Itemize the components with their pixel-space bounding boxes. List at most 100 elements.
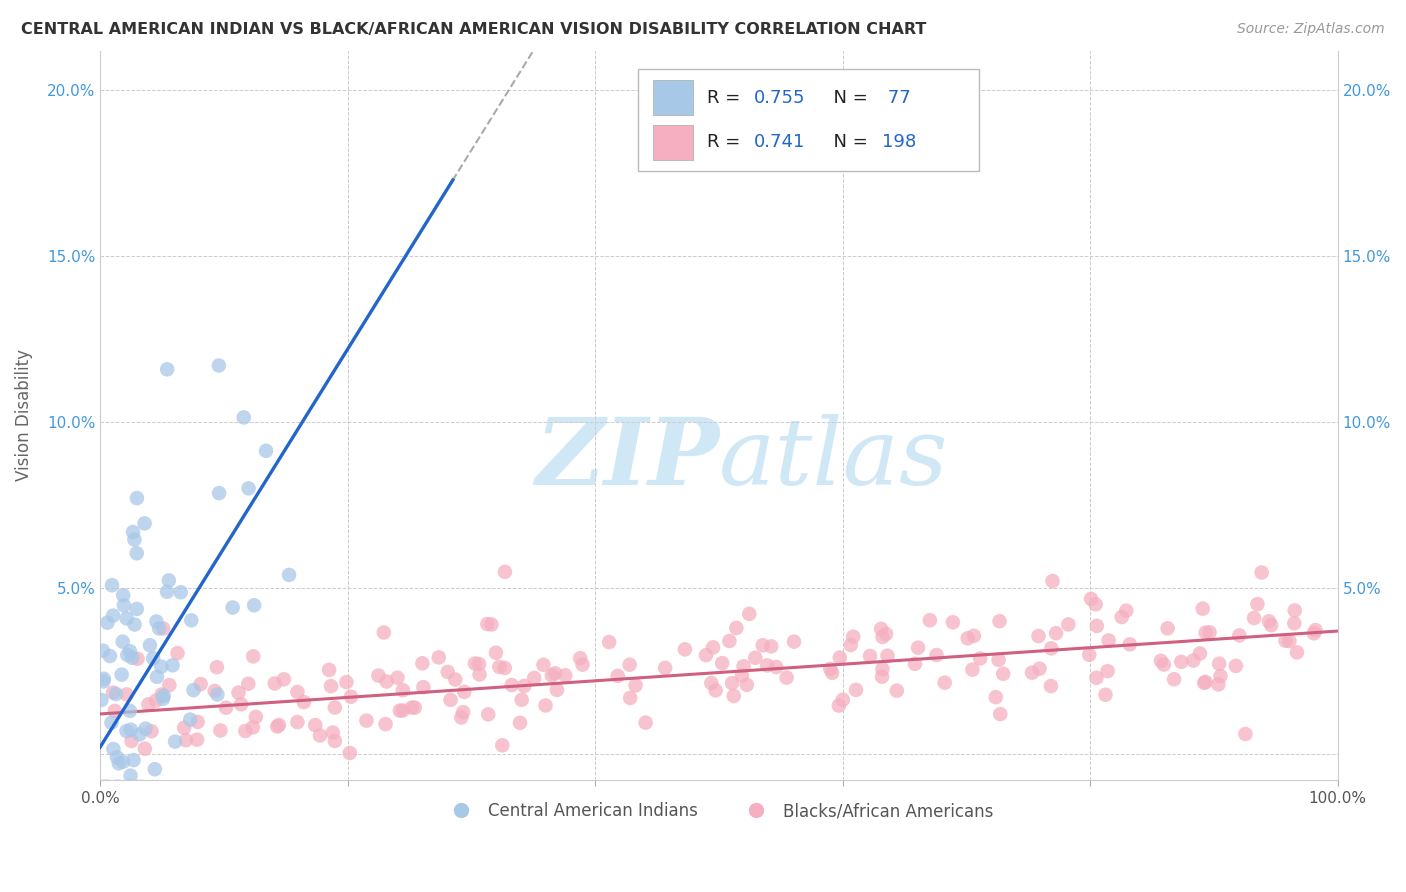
Point bbox=[128, 727, 150, 741]
Point bbox=[942, 615, 965, 630]
Point bbox=[1028, 662, 1050, 676]
Point bbox=[263, 676, 285, 690]
Point bbox=[121, 650, 143, 665]
Point bbox=[451, 705, 474, 719]
Point bbox=[1045, 626, 1067, 640]
Point bbox=[756, 658, 779, 673]
Point bbox=[121, 734, 143, 748]
Point bbox=[404, 700, 426, 714]
Point bbox=[540, 668, 562, 682]
Point bbox=[723, 689, 745, 703]
Point bbox=[118, 704, 141, 718]
Point bbox=[598, 635, 620, 649]
Point bbox=[94, 780, 117, 794]
Point bbox=[1227, 628, 1250, 642]
Text: CENTRAL AMERICAN INDIAN VS BLACK/AFRICAN AMERICAN VISION DISABILITY CORRELATION : CENTRAL AMERICAN INDIAN VS BLACK/AFRICAN… bbox=[21, 22, 927, 37]
Point bbox=[190, 677, 212, 691]
Point bbox=[391, 704, 413, 718]
Point bbox=[112, 588, 135, 602]
Point bbox=[254, 443, 277, 458]
Point bbox=[468, 667, 491, 681]
Point bbox=[904, 657, 927, 671]
Point bbox=[439, 693, 461, 707]
Text: N =: N = bbox=[821, 134, 873, 152]
Point bbox=[444, 673, 467, 687]
Point bbox=[654, 661, 676, 675]
Point bbox=[107, 780, 129, 794]
Point bbox=[152, 689, 174, 703]
Point bbox=[765, 660, 787, 674]
Point bbox=[1119, 637, 1142, 651]
Point bbox=[702, 640, 724, 655]
Point bbox=[150, 688, 173, 702]
Point bbox=[571, 657, 593, 672]
Point bbox=[152, 691, 174, 706]
Point bbox=[89, 780, 111, 794]
Point bbox=[1078, 648, 1101, 662]
Point bbox=[273, 673, 295, 687]
Point bbox=[956, 632, 979, 646]
Point bbox=[179, 713, 201, 727]
Point bbox=[375, 674, 398, 689]
Point bbox=[166, 646, 188, 660]
Point bbox=[146, 670, 169, 684]
Point bbox=[509, 715, 531, 730]
Point bbox=[205, 660, 228, 674]
Point bbox=[875, 627, 897, 641]
Point bbox=[101, 578, 124, 592]
Point bbox=[339, 746, 361, 760]
Point bbox=[569, 651, 592, 665]
Point bbox=[125, 602, 148, 616]
Point bbox=[450, 710, 472, 724]
Point bbox=[162, 658, 184, 673]
Point bbox=[436, 665, 458, 679]
Point bbox=[124, 533, 146, 547]
Point bbox=[1278, 634, 1301, 648]
Point bbox=[215, 700, 238, 714]
Point bbox=[120, 780, 142, 794]
Point bbox=[96, 615, 118, 630]
Point bbox=[103, 742, 125, 756]
Point bbox=[886, 683, 908, 698]
Point bbox=[183, 683, 205, 698]
Point bbox=[828, 698, 851, 713]
Point bbox=[157, 574, 180, 588]
Point bbox=[124, 617, 146, 632]
Point bbox=[494, 565, 516, 579]
Point bbox=[221, 600, 243, 615]
Point bbox=[93, 780, 115, 794]
Point bbox=[1156, 621, 1178, 635]
Point bbox=[170, 585, 193, 599]
Point bbox=[1194, 674, 1216, 689]
Point bbox=[695, 648, 717, 662]
Point bbox=[1208, 677, 1230, 691]
Point bbox=[235, 724, 257, 739]
Point bbox=[104, 704, 127, 718]
Point bbox=[135, 722, 157, 736]
Point bbox=[783, 634, 806, 648]
Y-axis label: Vision Disability: Vision Disability bbox=[15, 350, 32, 482]
Point bbox=[1285, 645, 1308, 659]
Point bbox=[134, 516, 156, 531]
Point bbox=[485, 646, 508, 660]
Point bbox=[761, 640, 783, 654]
Point bbox=[775, 671, 797, 685]
Point bbox=[322, 725, 344, 739]
Point bbox=[387, 671, 409, 685]
Point bbox=[925, 648, 948, 662]
Point bbox=[187, 714, 209, 729]
Point bbox=[90, 693, 112, 707]
Point bbox=[125, 491, 148, 505]
Point bbox=[174, 733, 197, 747]
Point bbox=[488, 660, 510, 674]
Point bbox=[323, 734, 346, 748]
Point bbox=[139, 638, 162, 652]
Point bbox=[152, 622, 174, 636]
Point bbox=[122, 753, 145, 767]
Point bbox=[1094, 688, 1116, 702]
Point bbox=[104, 780, 127, 794]
Point bbox=[120, 723, 142, 737]
Point bbox=[427, 650, 450, 665]
Text: 0.741: 0.741 bbox=[754, 134, 806, 152]
Point bbox=[907, 640, 929, 655]
